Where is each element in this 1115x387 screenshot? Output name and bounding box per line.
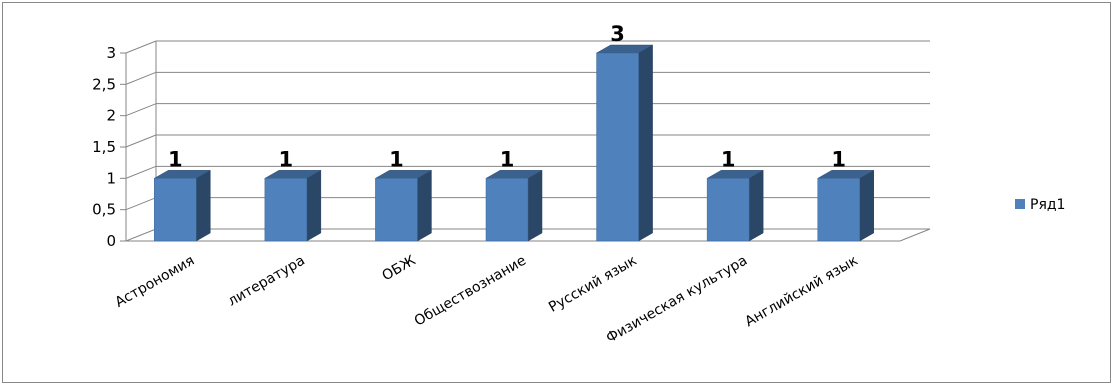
bar-side — [196, 169, 211, 242]
bar-side — [748, 169, 764, 242]
bar — [374, 169, 433, 242]
x-tick-label: Английский язык — [742, 253, 860, 331]
bar — [816, 169, 875, 242]
bar-side — [417, 169, 432, 242]
data-label: 1 — [500, 147, 515, 171]
bar-front — [706, 178, 750, 242]
y-tick-label: 0 — [106, 232, 116, 250]
chart-bars — [153, 44, 875, 242]
bar-side — [638, 44, 653, 242]
data-label: 1 — [279, 147, 294, 171]
y-tick-label: 2,5 — [92, 75, 116, 93]
side-wall-gridline — [125, 103, 157, 117]
bar-side — [306, 169, 322, 242]
bar — [706, 169, 765, 242]
bar — [153, 169, 212, 242]
legend: Ряд1 — [1015, 197, 1065, 213]
y-tick-label: 2 — [106, 107, 116, 125]
y-axis-ticks: 0 0,5 1 1,5 2 2,5 3 — [92, 44, 116, 250]
bar-front — [596, 52, 639, 242]
side-wall-gridline — [125, 134, 157, 148]
data-label: 3 — [610, 22, 625, 46]
legend-label: Ряд1 — [1030, 197, 1065, 213]
y-tick-label: 1 — [106, 169, 116, 187]
y-tick-label: 3 — [106, 44, 116, 62]
bar-front — [485, 178, 529, 242]
data-label: 1 — [389, 147, 404, 171]
side-wall-gridline — [125, 165, 157, 179]
data-label: 1 — [721, 147, 736, 171]
x-tick-label: ОБЖ — [379, 253, 418, 285]
side-wall-gridline — [125, 228, 157, 242]
side-wall-gridline — [125, 197, 157, 211]
x-tick-label: Обществознание — [412, 253, 529, 330]
bar — [263, 169, 322, 242]
bar-front — [154, 178, 197, 242]
data-label: 1 — [168, 147, 183, 171]
bar — [485, 169, 543, 242]
y-tick-label: 1,5 — [92, 138, 116, 156]
bar — [595, 44, 654, 242]
data-labels: 1 1 1 1 3 1 1 — [168, 22, 846, 171]
x-tick-label: Астрономия — [112, 253, 197, 311]
bar-front — [264, 178, 308, 242]
floor-edge — [899, 228, 931, 242]
data-label: 1 — [831, 147, 846, 171]
side-wall-gridline — [125, 71, 157, 85]
bar-front — [817, 178, 860, 242]
bar-side — [859, 169, 874, 242]
y-tick-label: 0,5 — [92, 201, 116, 219]
bar-side — [527, 169, 543, 242]
x-tick-label: литература — [225, 253, 308, 310]
bar-front — [375, 178, 418, 242]
x-tick-label: Русский язык — [546, 253, 639, 316]
legend-swatch — [1015, 199, 1025, 209]
side-wall-gridline — [125, 40, 157, 54]
